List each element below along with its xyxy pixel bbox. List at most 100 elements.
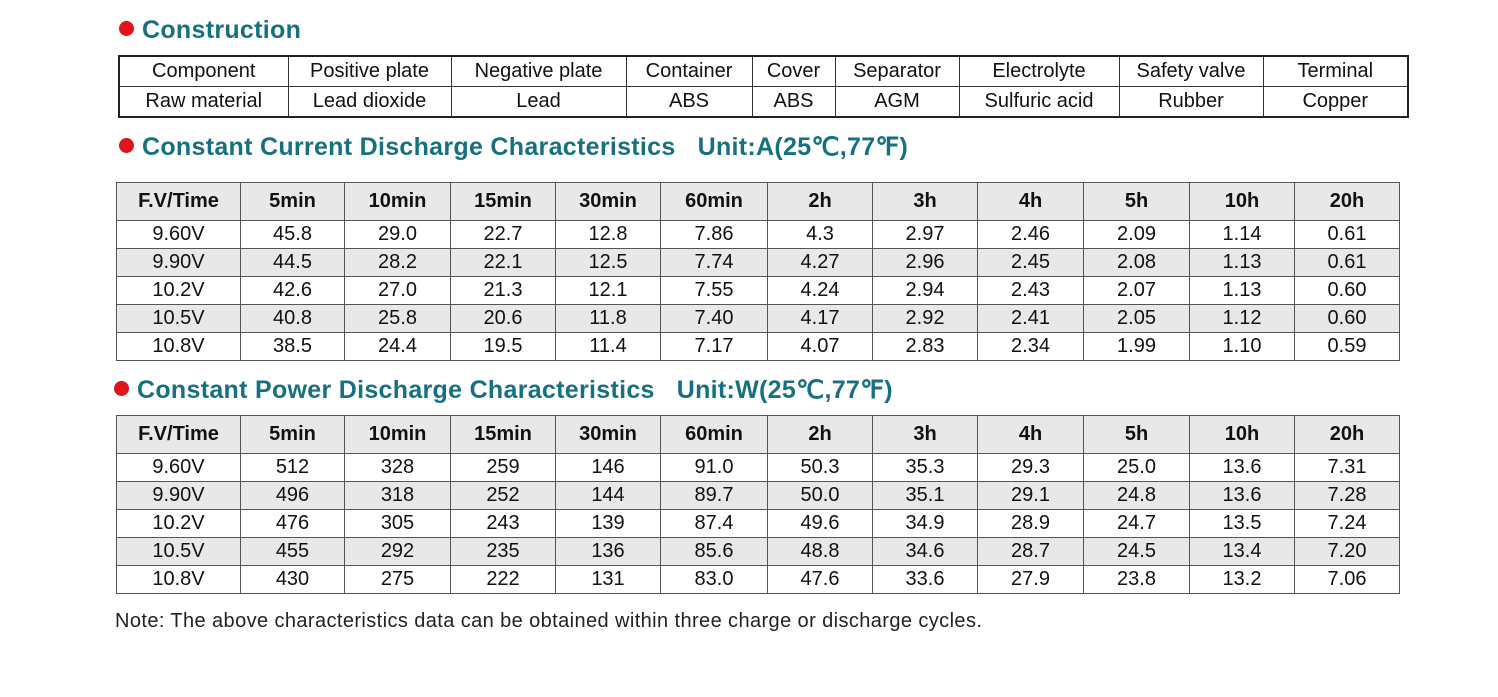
row: 9.60V 45.8 29.0 22.7 12.8 7.86 4.3 2.97 2.46 2.09… bbox=[116, 220, 1400, 249]
cell: 29.1 bbox=[977, 481, 1084, 510]
cell: 7.74 bbox=[660, 248, 768, 277]
cell: 5h bbox=[1083, 415, 1190, 454]
cell: 33.6 bbox=[872, 565, 978, 594]
construction-table: Component Positive plate Negative plate Con… bbox=[118, 55, 1409, 118]
section-title: Construction bbox=[119, 16, 301, 45]
cell: 318 bbox=[344, 481, 451, 510]
cell: 7.24 bbox=[1294, 509, 1400, 538]
cell: 10h bbox=[1189, 415, 1295, 454]
cell: 10min bbox=[344, 415, 451, 454]
cell: 83.0 bbox=[660, 565, 768, 594]
cell: 24.8 bbox=[1083, 481, 1190, 510]
cell: 10.5V bbox=[116, 304, 241, 333]
cell: 47.6 bbox=[767, 565, 873, 594]
cell: 275 bbox=[344, 565, 451, 594]
cell: 10.2V bbox=[116, 509, 241, 538]
cell: 4.27 bbox=[767, 248, 873, 277]
cell: 5h bbox=[1083, 182, 1190, 221]
section-title: Constant Power Discharge Characteristics… bbox=[114, 375, 893, 405]
cell: 11.4 bbox=[555, 332, 661, 361]
cell: 22.1 bbox=[450, 248, 556, 277]
cell: 44.5 bbox=[240, 248, 345, 277]
tbody: Component Positive plate Negative plate Con… bbox=[118, 55, 1409, 118]
cell: 2.45 bbox=[977, 248, 1084, 277]
cell: 13.5 bbox=[1189, 509, 1295, 538]
cell: 24.7 bbox=[1083, 509, 1190, 538]
row: 9.90V 496 318 252 144 89.7 50.0 35.1 29.1 24.8 13.… bbox=[116, 481, 1400, 510]
cell: 20h bbox=[1294, 415, 1400, 454]
cell: 28.7 bbox=[977, 537, 1084, 566]
cell: 4.3 bbox=[767, 220, 873, 249]
cell: 7.28 bbox=[1294, 481, 1400, 510]
cell: 292 bbox=[344, 537, 451, 566]
cell: 12.5 bbox=[555, 248, 661, 277]
cell: 27.9 bbox=[977, 565, 1084, 594]
cell: 20.6 bbox=[450, 304, 556, 333]
cell: 12.8 bbox=[555, 220, 661, 249]
unit: Unit:A(25℃,77℉) bbox=[697, 133, 909, 161]
cell: 12.1 bbox=[555, 276, 661, 305]
cell: 13.4 bbox=[1189, 537, 1295, 566]
row: 10.2V 476 305 243 139 87.4 49.6 34.9 28.9 24.7 13.… bbox=[116, 509, 1400, 538]
cell: Terminal bbox=[1262, 55, 1409, 87]
unit: Unit:W(25℃,77℉) bbox=[676, 376, 893, 404]
cell: 34.6 bbox=[872, 537, 978, 566]
cell: 13.6 bbox=[1189, 453, 1295, 482]
cell: 48.8 bbox=[767, 537, 873, 566]
cell: 4h bbox=[977, 415, 1084, 454]
cell: 243 bbox=[450, 509, 556, 538]
cell: 7.40 bbox=[660, 304, 768, 333]
cell: 28.9 bbox=[977, 509, 1084, 538]
cell: 27.0 bbox=[344, 276, 451, 305]
bullet bbox=[119, 138, 134, 153]
cell: 10h bbox=[1189, 182, 1295, 221]
title-text: Constant Current Discharge Characteristi… bbox=[142, 133, 676, 161]
cell: 235 bbox=[450, 537, 556, 566]
cell: 13.6 bbox=[1189, 481, 1295, 510]
cell: 455 bbox=[240, 537, 345, 566]
cell: 20h bbox=[1294, 182, 1400, 221]
cell: 1.14 bbox=[1189, 220, 1295, 249]
cell: 25.0 bbox=[1083, 453, 1190, 482]
cell: 24.4 bbox=[344, 332, 451, 361]
cell: 131 bbox=[555, 565, 661, 594]
row: 10.2V 42.6 27.0 21.3 12.1 7.55 4.24 2.94 2.43 2.0… bbox=[116, 276, 1400, 305]
cell: 50.3 bbox=[767, 453, 873, 482]
cell: 2.92 bbox=[872, 304, 978, 333]
cell: 2.96 bbox=[872, 248, 978, 277]
cell: 42.6 bbox=[240, 276, 345, 305]
cell: 2.83 bbox=[872, 332, 978, 361]
cell: 7.20 bbox=[1294, 537, 1400, 566]
cell: AGM bbox=[834, 86, 960, 118]
cell: Separator bbox=[834, 55, 960, 87]
cell: 29.0 bbox=[344, 220, 451, 249]
cell: ABS bbox=[625, 86, 753, 118]
row: Raw material Lead dioxide Lead ABS ABS AGM Sul… bbox=[118, 86, 1409, 118]
cell: 24.5 bbox=[1083, 537, 1190, 566]
cell: 11.8 bbox=[555, 304, 661, 333]
cell: Container bbox=[625, 55, 753, 87]
cell: ABS bbox=[751, 86, 836, 118]
title-text: Constant Power Discharge Characteristics bbox=[137, 376, 655, 404]
cell: 139 bbox=[555, 509, 661, 538]
cell: Sulfuric acid bbox=[958, 86, 1120, 118]
cell: 2.94 bbox=[872, 276, 978, 305]
cell: 10.8V bbox=[116, 332, 241, 361]
cell: 60min bbox=[660, 415, 768, 454]
cell: 45.8 bbox=[240, 220, 345, 249]
cell: 0.61 bbox=[1294, 220, 1400, 249]
cell: 1.12 bbox=[1189, 304, 1295, 333]
cell: 2.34 bbox=[977, 332, 1084, 361]
cell: 9.90V bbox=[116, 481, 241, 510]
cell: 7.31 bbox=[1294, 453, 1400, 482]
cell: 91.0 bbox=[660, 453, 768, 482]
note: Note: The above characteristics data can… bbox=[115, 610, 983, 632]
cell: 496 bbox=[240, 481, 345, 510]
cell: 23.8 bbox=[1083, 565, 1190, 594]
cell: 10.8V bbox=[116, 565, 241, 594]
cell: 476 bbox=[240, 509, 345, 538]
cell: 0.61 bbox=[1294, 248, 1400, 277]
cell: 2h bbox=[767, 182, 873, 221]
bullet bbox=[114, 381, 129, 396]
